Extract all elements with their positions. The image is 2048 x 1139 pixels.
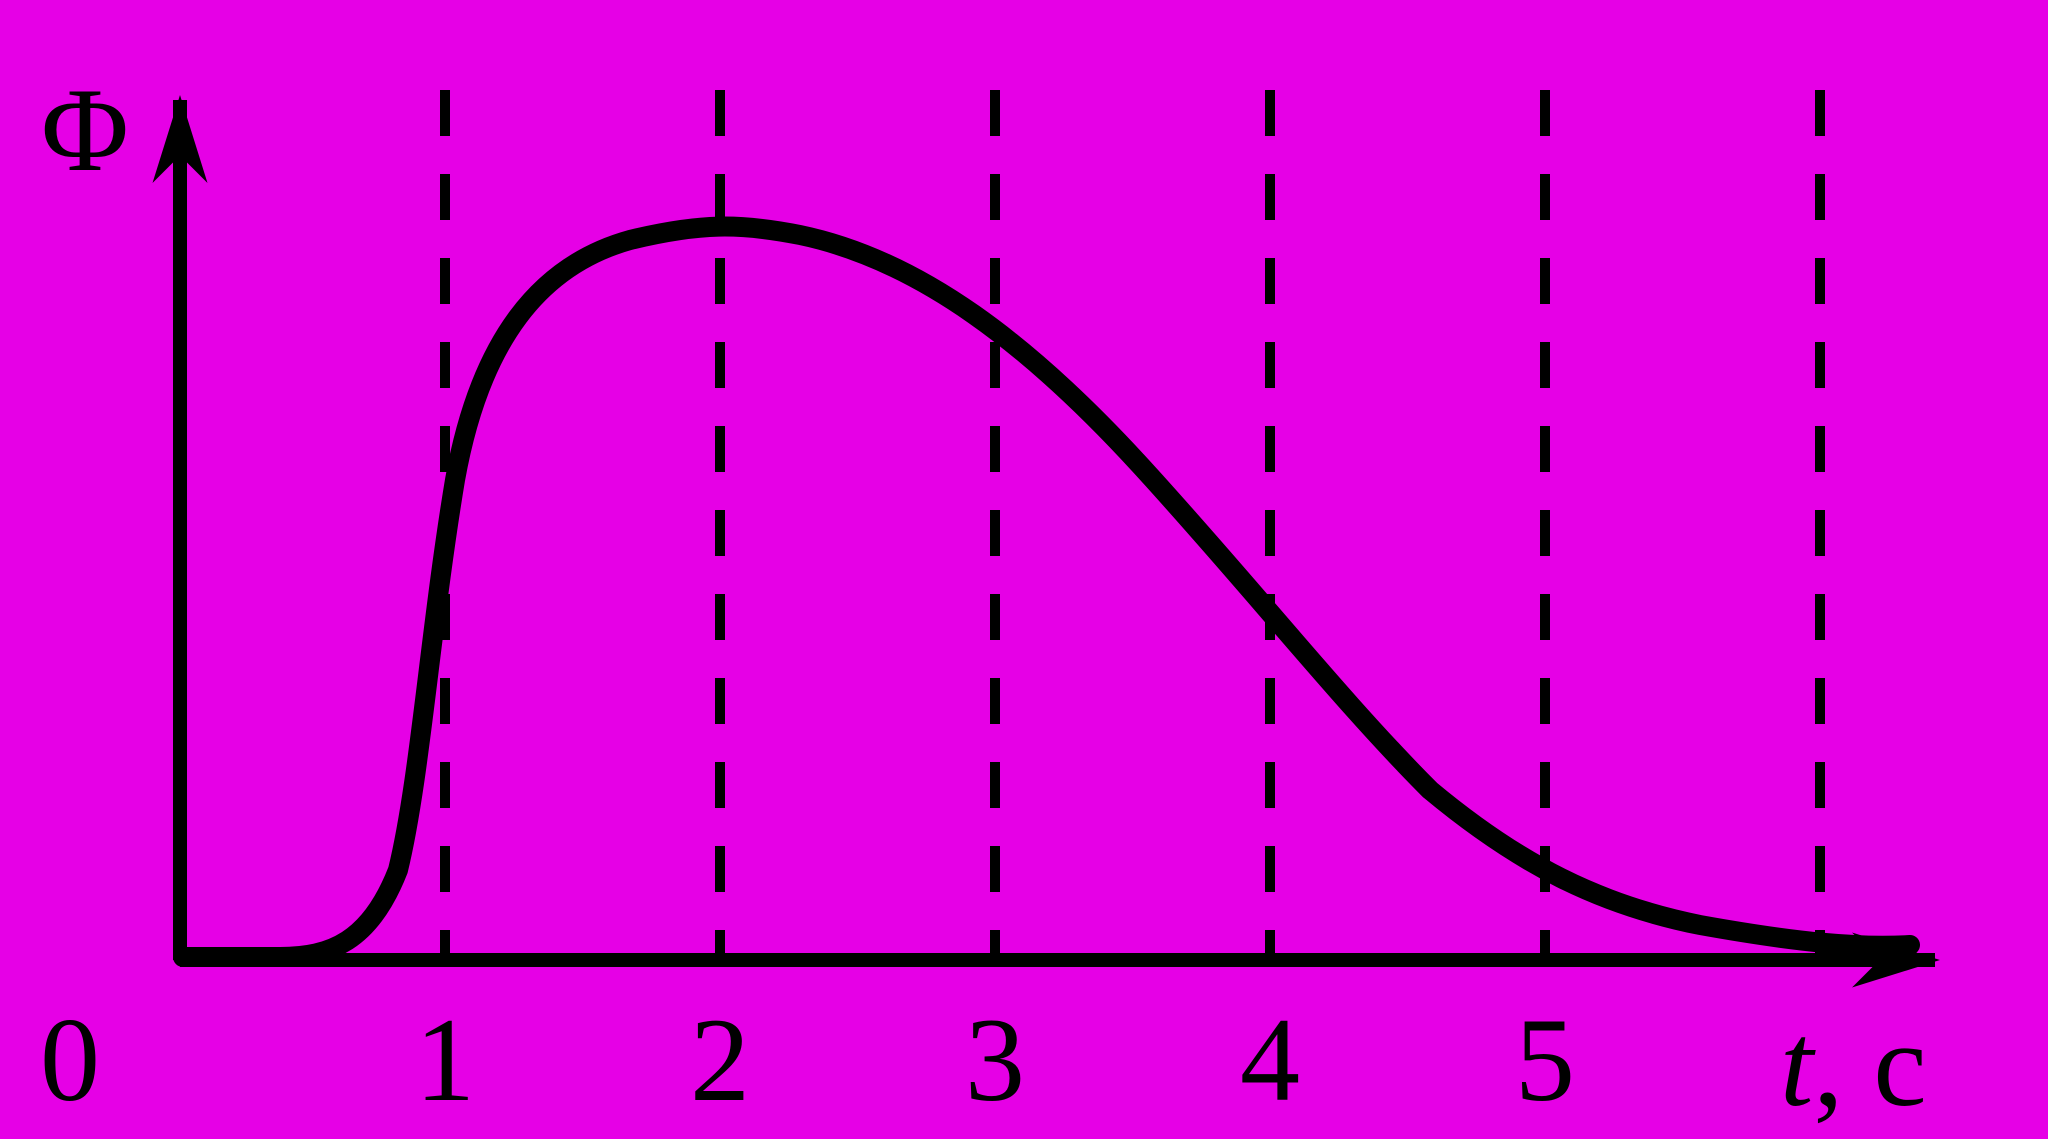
- x-tick-label-4: 4: [1240, 993, 1300, 1126]
- x-tick-label-2: 2: [690, 993, 750, 1126]
- flux-vs-time-chart: Φ 0 1 2 3 4 5 t, с: [0, 0, 2048, 1139]
- x-tick-label-1: 1: [415, 993, 475, 1126]
- y-axis-label: Φ: [41, 63, 129, 196]
- x-tick-label-5: 5: [1515, 993, 1575, 1126]
- x-axis-label: t, с: [1780, 998, 1927, 1131]
- origin-label: 0: [40, 993, 100, 1126]
- x-tick-label-3: 3: [965, 993, 1025, 1126]
- chart-background: [0, 0, 2048, 1139]
